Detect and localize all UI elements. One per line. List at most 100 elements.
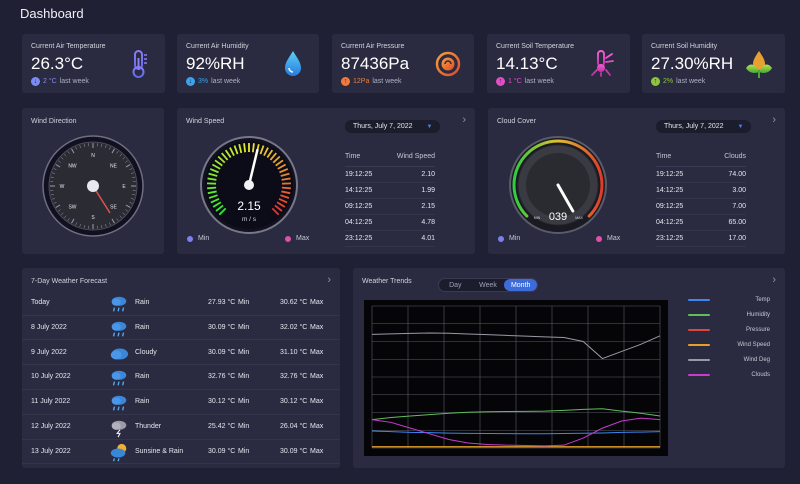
rain-cloud-icon — [111, 321, 127, 337]
gauge-tick — [221, 152, 229, 161]
compass-tick — [125, 160, 128, 163]
legend-item[interactable]: Clouds — [688, 372, 770, 380]
gauge-tick — [272, 155, 281, 164]
compass-label: NE — [110, 163, 118, 169]
forecast-day: 9 July 2022 — [31, 348, 67, 356]
legend-item[interactable]: Wind Deg — [688, 357, 770, 365]
cloud-cover-date: Thurs, July 7, 2022 — [664, 123, 724, 130]
cloud-cover-title: Cloud Cover — [497, 118, 536, 125]
forecast-max: 30.12 °C — [280, 398, 308, 406]
forecast-min-label: Min — [238, 348, 250, 356]
forecast-condition: Rain — [135, 398, 150, 406]
tab-day[interactable]: Day — [449, 281, 462, 289]
gauge-tick — [277, 163, 287, 170]
cloud-cover-next-icon[interactable]: › — [772, 114, 776, 126]
time-cell: 23:12:25 — [345, 230, 383, 247]
gauge-tick — [259, 145, 265, 155]
gauge-tick — [214, 159, 223, 167]
stat-label: Current Soil Temperature — [496, 43, 575, 50]
wind-direction-title: Wind Direction — [31, 118, 77, 125]
compass-tick — [83, 143, 85, 147]
value-cell: 74.00 — [706, 166, 746, 183]
compass-label: N — [91, 153, 95, 159]
forecast-next-icon[interactable]: › — [327, 274, 331, 286]
compass-tick — [71, 148, 75, 154]
value-cell: 7.00 — [706, 198, 746, 215]
compass-tick — [125, 209, 128, 212]
min-dot — [187, 235, 193, 242]
legend-label: Humidity — [746, 312, 770, 318]
compass-tick — [125, 164, 131, 168]
gauge-tick — [243, 143, 247, 153]
forecast-min-label: Min — [238, 373, 250, 381]
forecast-min-label: Min — [238, 423, 250, 430]
compass-tick — [60, 212, 64, 215]
stat-value: 14.13°C — [496, 54, 558, 73]
series-line-clouds — [371, 417, 661, 447]
stat-trend: ↓ 3% last week — [186, 77, 240, 86]
cloud-cover-date-picker[interactable]: Thurs, July 7, 2022 ▼ — [656, 120, 752, 133]
legend-swatch — [688, 329, 710, 331]
forecast-min-label: Min — [238, 299, 250, 306]
forecast-min: 25.42 °C — [208, 423, 236, 430]
compass-tick — [122, 157, 126, 160]
forecast-row: Today Rain 27.93 °C Min 30.62 °C Max — [22, 291, 340, 316]
stat-trend-text: last week — [211, 78, 241, 85]
gauge-tick — [280, 194, 290, 199]
forecast-condition: Thunder — [135, 423, 162, 430]
legend-label: Clouds — [751, 372, 770, 378]
weather-trends-next-icon[interactable]: › — [772, 274, 776, 286]
stat-value: 92%RH — [186, 54, 245, 73]
gauge-tick — [269, 152, 277, 161]
gauge-tick — [229, 147, 235, 157]
compass-tick — [119, 215, 122, 219]
legend-item[interactable]: Temp — [688, 297, 770, 305]
compass-tick — [132, 194, 136, 196]
forecast-max-label: Max — [310, 373, 324, 381]
gauge-tick — [281, 177, 291, 181]
time-cell: 19:12:25 — [656, 166, 706, 183]
tab-week[interactable]: Week — [479, 281, 497, 289]
cloud-cover-value: 039 — [549, 211, 567, 223]
wind-speed-needle — [247, 148, 259, 187]
legend-item[interactable]: Humidity — [688, 312, 770, 320]
table-row: 14:12:25 3.00 — [656, 182, 746, 199]
cloud-cover-scale-max: MAX — [575, 216, 583, 220]
table-row: 23:12:25 4.01 — [345, 230, 435, 247]
stat-value: 26.3°C — [31, 54, 84, 73]
compass-tick — [111, 218, 115, 224]
compass-hub — [87, 180, 99, 192]
table-header: Time — [656, 153, 706, 167]
compass-tick — [71, 218, 75, 224]
compass-tick — [125, 204, 131, 208]
value-cell: 65.00 — [706, 214, 746, 231]
gauge-tick — [211, 163, 221, 170]
table-row: 09:12:25 2.15 — [345, 198, 435, 215]
trend-period-tabs[interactable]: Day Week Month — [438, 278, 538, 292]
compass-tick — [55, 164, 61, 168]
rain-cloud-icon — [111, 296, 127, 312]
wind-speed-date-picker[interactable]: Thurs, July 7, 2022 ▼ — [345, 120, 441, 133]
gauge-tick — [218, 207, 227, 216]
compass-tick — [79, 145, 81, 149]
legend-item[interactable]: Wind Speed — [688, 342, 770, 350]
thermometer-icon — [132, 50, 147, 78]
series-line-wind-deg — [371, 332, 661, 360]
gauge-tick — [209, 168, 219, 174]
forecast-condition: Rain — [135, 323, 150, 331]
legend-item[interactable]: Pressure — [688, 327, 770, 335]
forecast-row: 8 July 2022 Rain 30.09 °C Min 32.02 °C M… — [22, 316, 340, 341]
forecast-min-label: Min — [238, 447, 250, 455]
gauge-tick — [281, 190, 291, 195]
arrow-up-icon: ↑ — [651, 77, 660, 86]
wind-speed-next-icon[interactable]: › — [462, 114, 466, 126]
tab-month[interactable]: Month — [504, 279, 538, 291]
forecast-max-label: Max — [310, 299, 324, 306]
compass-tick — [129, 168, 133, 170]
legend-label: Wind Deg — [743, 357, 770, 363]
time-cell: 14:12:25 — [656, 182, 706, 199]
value-cell: 1.99 — [382, 182, 435, 199]
forecast-row: 13 July 2022 Sunsine & Rain 30.09 °C Min… — [22, 440, 340, 465]
compass-label: W — [60, 184, 65, 190]
table-header: Wind Speed — [382, 153, 435, 167]
